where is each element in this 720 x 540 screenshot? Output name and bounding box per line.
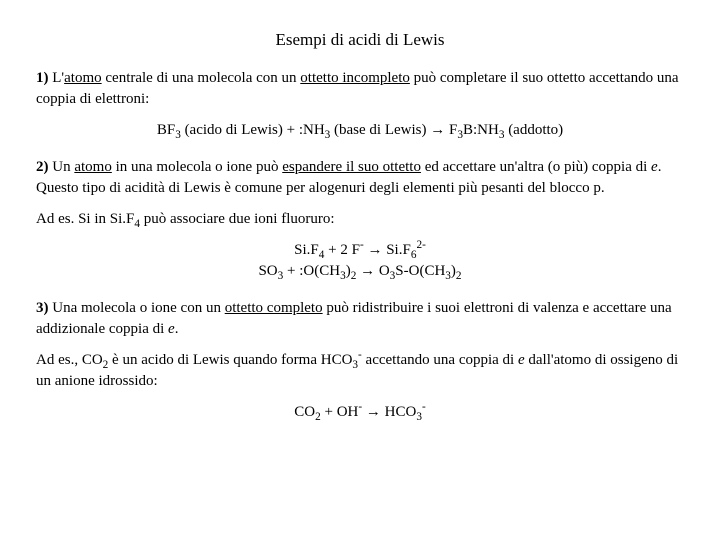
equation-1: BF3 (acido di Lewis) + :NH3 (base di Lew… [36,120,684,141]
text: Una molecola o ione con un [49,300,225,316]
text: L' [49,70,65,86]
page: Esempi di acidi di Lewis 1) L'atomo cent… [0,0,720,459]
underline: espandere il suo ottetto [282,159,421,175]
text: ed accettare un'altra (o più) coppia di [421,159,651,175]
eq-text: → Si.F [364,242,411,258]
eq-text: B:NH [463,122,499,138]
lead-1: 1) [36,70,49,86]
text: centrale di una molecola con un [102,70,301,86]
text: in una molecola o ione può [112,159,282,175]
italic: e [168,321,175,337]
paragraph-3: Ad es. Si in Si.F4 può associare due ion… [36,209,684,230]
text: Ad es., CO [36,352,103,368]
eq-text: + :O(CH [283,263,340,279]
eq-text: (addotto) [504,122,563,138]
equation-3: CO2 + OH- → HCO3- [36,402,684,423]
equation-2b: SO3 + :O(CH3)2 → O3S-O(CH3)2 [36,261,684,282]
italic: e [651,159,658,175]
eq-text: + OH [321,404,359,420]
page-title: Esempi di acidi di Lewis [36,28,684,52]
eq-text: → O [356,263,389,279]
underline: atomo [74,159,112,175]
superscript: 2- [416,239,425,251]
eq-text: SO [258,263,277,279]
underline: atomo [64,70,102,86]
text: accettando una coppia di [362,352,518,368]
eq-text: + 2 F [324,242,360,258]
lead-2: 2) [36,159,49,175]
text: Ad es. Si in Si.F [36,211,134,227]
text: è un acido di Lewis quando forma HCO [108,352,352,368]
eq-text: S-O(CH [395,263,445,279]
paragraph-1: 1) L'atomo centrale di una molecola con … [36,68,684,110]
text: può associare due ioni fluoruro: [140,211,335,227]
italic: e [518,352,525,368]
paragraph-2: 2) Un atomo in una molecola o ione può e… [36,157,684,199]
equation-2: Si.F4 + 2 F- → Si.F62- SO3 + :O(CH3)2 → … [36,240,684,282]
text: Un [49,159,75,175]
superscript: - [422,401,426,413]
eq-text: CO [294,404,315,420]
eq-text: BF [157,122,175,138]
eq-text: → HCO [362,404,416,420]
equation-2a: Si.F4 + 2 F- → Si.F62- [36,240,684,261]
lead-3: 3) [36,300,49,316]
eq-text: Si.F [294,242,319,258]
underline: ottetto completo [225,300,323,316]
paragraph-5: Ad es., CO2 è un acido di Lewis quando f… [36,350,684,392]
text: . [175,321,179,337]
eq-text: (base di Lewis) → F [330,122,457,138]
subscript: 2 [456,270,462,282]
underline: ottetto incompleto [300,70,410,86]
paragraph-4: 3) Una molecola o ione con un ottetto co… [36,298,684,340]
eq-text: (acido di Lewis) + :NH [181,122,325,138]
